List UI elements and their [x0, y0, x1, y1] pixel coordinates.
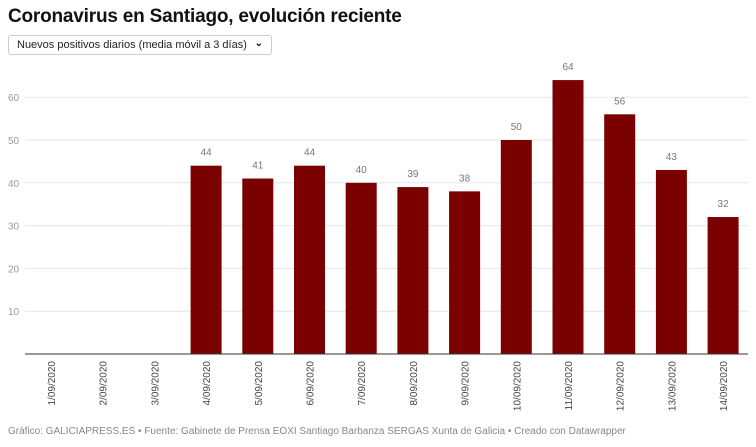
dropdown-value: Nuevos positivos diarios (media móvil a … — [17, 39, 247, 51]
bar-chart: 10 20 30 40 50 60 1/09/2020 2/09/2020 3/09/2020 4… — [8, 62, 748, 411]
y-tick-label: 40 — [8, 179, 20, 190]
bar — [655, 169, 687, 354]
x-tick-label: 14/09/2020 — [719, 361, 730, 411]
data-label: 39 — [407, 169, 419, 180]
x-tick-label: 13/09/2020 — [667, 361, 678, 411]
x-tick-label: 7/09/2020 — [357, 361, 368, 406]
y-tick-label: 50 — [8, 136, 20, 147]
bar — [707, 217, 739, 354]
metric-dropdown[interactable]: Nuevos positivos diarios (media móvil a … — [8, 35, 272, 55]
data-label: 50 — [511, 122, 523, 133]
x-tick-label: 1/09/2020 — [47, 361, 58, 406]
data-label: 43 — [666, 152, 678, 163]
y-tick-label: 10 — [8, 307, 20, 318]
x-tick-label: 9/09/2020 — [461, 361, 472, 406]
x-tick-label: 4/09/2020 — [202, 361, 213, 406]
x-tick-label: 2/09/2020 — [99, 361, 110, 406]
bar — [294, 165, 325, 354]
x-tick-label: 12/09/2020 — [616, 361, 627, 411]
y-tick-label: 30 — [8, 222, 20, 233]
data-label: 44 — [304, 148, 316, 159]
chevron-down-icon: ⌄ — [254, 38, 264, 49]
x-tick-label: 8/09/2020 — [409, 361, 420, 406]
bar — [190, 165, 222, 354]
chart-title: Coronavirus en Santiago, evolución recie… — [8, 6, 402, 27]
data-label: 64 — [562, 62, 574, 73]
y-tick-label: 60 — [8, 93, 20, 104]
bar — [242, 178, 274, 354]
bar — [449, 191, 481, 354]
bar — [604, 114, 636, 354]
x-tick-label: 5/09/2020 — [254, 361, 265, 406]
data-label: 41 — [252, 161, 264, 172]
x-tick-label: 6/09/2020 — [306, 361, 317, 406]
bar — [500, 140, 532, 354]
data-label: 32 — [718, 199, 730, 210]
bar — [552, 80, 584, 354]
bar — [397, 187, 429, 354]
data-label: 38 — [459, 173, 471, 184]
x-tick-label: 11/09/2020 — [564, 361, 575, 411]
y-tick-label: 20 — [8, 264, 20, 275]
x-tick-label: 3/09/2020 — [150, 361, 161, 406]
footer-credits: Gráfico: GALICIAPRESS.ES • Fuente: Gabin… — [8, 426, 626, 437]
x-tick-label: 10/09/2020 — [512, 361, 523, 411]
data-label: 44 — [201, 148, 213, 159]
data-label: 40 — [356, 165, 368, 176]
bar — [345, 182, 377, 354]
data-label: 56 — [614, 96, 626, 107]
